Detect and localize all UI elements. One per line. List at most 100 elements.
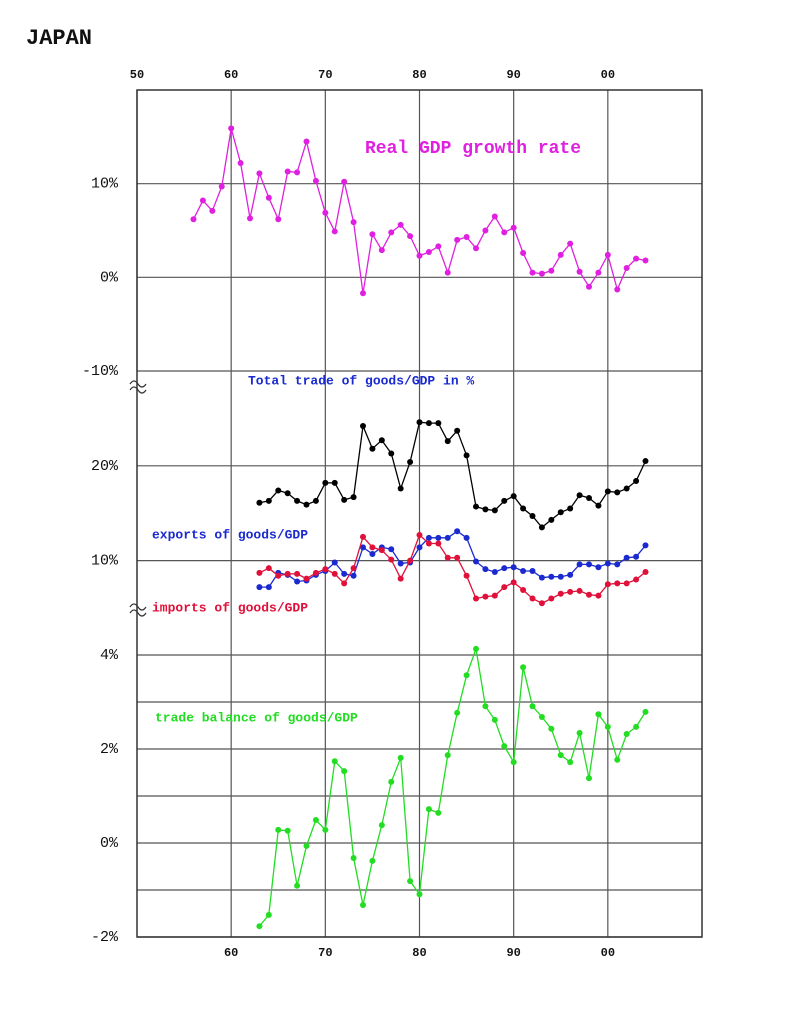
data-point bbox=[378, 822, 385, 829]
data-point bbox=[567, 588, 574, 595]
data-point bbox=[454, 554, 461, 561]
data-point bbox=[397, 221, 404, 228]
y-tick-label: -2% bbox=[91, 929, 119, 946]
data-point bbox=[312, 497, 319, 504]
chart-title: JAPAN bbox=[26, 26, 92, 51]
series-label: trade balance of goods/GDP bbox=[155, 710, 358, 725]
data-point bbox=[331, 758, 338, 765]
data-point bbox=[473, 595, 479, 602]
data-point bbox=[256, 499, 263, 506]
data-point bbox=[473, 558, 479, 565]
data-point bbox=[623, 485, 630, 492]
data-point bbox=[529, 703, 536, 710]
data-point bbox=[425, 249, 432, 256]
data-point bbox=[633, 723, 640, 730]
data-point bbox=[623, 554, 630, 561]
data-point bbox=[435, 809, 442, 816]
data-point bbox=[482, 703, 489, 710]
data-point bbox=[444, 269, 451, 276]
data-point bbox=[642, 708, 649, 715]
data-point bbox=[586, 495, 592, 502]
data-point bbox=[557, 590, 564, 597]
data-point bbox=[538, 270, 545, 277]
data-point bbox=[482, 566, 489, 573]
data-point bbox=[312, 816, 319, 823]
x-tick-label: 60 bbox=[224, 68, 238, 82]
data-point bbox=[331, 559, 338, 566]
data-point bbox=[199, 197, 206, 204]
series-label: imports of goods/GDP bbox=[152, 600, 308, 615]
data-point bbox=[435, 420, 442, 427]
data-point bbox=[463, 534, 470, 541]
data-point bbox=[520, 568, 527, 575]
data-point bbox=[350, 855, 357, 862]
data-point bbox=[284, 570, 291, 577]
data-point bbox=[322, 479, 329, 486]
data-point bbox=[360, 422, 366, 429]
data-point bbox=[529, 269, 536, 276]
data-point bbox=[247, 215, 253, 222]
data-point bbox=[595, 269, 602, 276]
data-point bbox=[407, 878, 414, 885]
data-point bbox=[341, 496, 348, 503]
data-point bbox=[501, 743, 508, 750]
data-point bbox=[604, 560, 611, 567]
data-point bbox=[444, 534, 451, 541]
data-point bbox=[265, 194, 272, 201]
data-point bbox=[407, 557, 414, 564]
data-point bbox=[548, 573, 555, 580]
data-point bbox=[586, 591, 592, 598]
data-point bbox=[586, 775, 592, 782]
data-point bbox=[482, 227, 489, 234]
data-point bbox=[538, 524, 545, 531]
data-point bbox=[444, 554, 451, 561]
x-tick-label: 00 bbox=[601, 68, 615, 82]
data-point bbox=[256, 584, 263, 591]
data-point bbox=[595, 711, 602, 718]
data-point bbox=[265, 584, 272, 591]
data-point bbox=[623, 730, 630, 737]
data-point bbox=[642, 568, 649, 575]
data-point bbox=[397, 754, 404, 761]
data-point bbox=[425, 420, 432, 427]
data-point bbox=[454, 236, 461, 243]
data-point bbox=[576, 268, 583, 275]
data-point bbox=[378, 547, 385, 554]
series-label: Total trade of goods/GDP in % bbox=[248, 373, 474, 388]
data-point bbox=[604, 581, 611, 588]
x-tick-label: 50 bbox=[130, 68, 144, 82]
data-point bbox=[294, 570, 301, 577]
x-tick-label: 00 bbox=[601, 946, 615, 960]
data-point bbox=[407, 459, 414, 466]
y-tick-label: 10% bbox=[91, 553, 119, 570]
data-point bbox=[567, 571, 574, 578]
data-point bbox=[284, 827, 291, 834]
data-point bbox=[510, 564, 517, 571]
data-point bbox=[454, 709, 461, 716]
data-point bbox=[218, 183, 225, 190]
data-point bbox=[557, 509, 564, 516]
data-point bbox=[614, 489, 621, 496]
data-point bbox=[228, 125, 235, 132]
data-point bbox=[501, 565, 508, 572]
data-point bbox=[322, 209, 329, 216]
data-point bbox=[557, 251, 564, 258]
data-point bbox=[642, 458, 649, 465]
x-tick-label: 70 bbox=[318, 68, 332, 82]
data-point bbox=[416, 252, 423, 259]
data-point bbox=[633, 477, 640, 484]
data-point bbox=[623, 580, 630, 587]
data-point bbox=[491, 592, 498, 599]
data-point bbox=[501, 584, 508, 591]
y-tick-label: 20% bbox=[91, 458, 119, 475]
data-point bbox=[510, 579, 517, 586]
data-point bbox=[604, 488, 611, 495]
data-point bbox=[397, 575, 404, 582]
data-point bbox=[463, 672, 470, 679]
data-point bbox=[557, 752, 564, 759]
data-point bbox=[510, 493, 517, 500]
data-point bbox=[312, 177, 319, 184]
data-point bbox=[567, 505, 574, 512]
data-point bbox=[567, 759, 574, 766]
